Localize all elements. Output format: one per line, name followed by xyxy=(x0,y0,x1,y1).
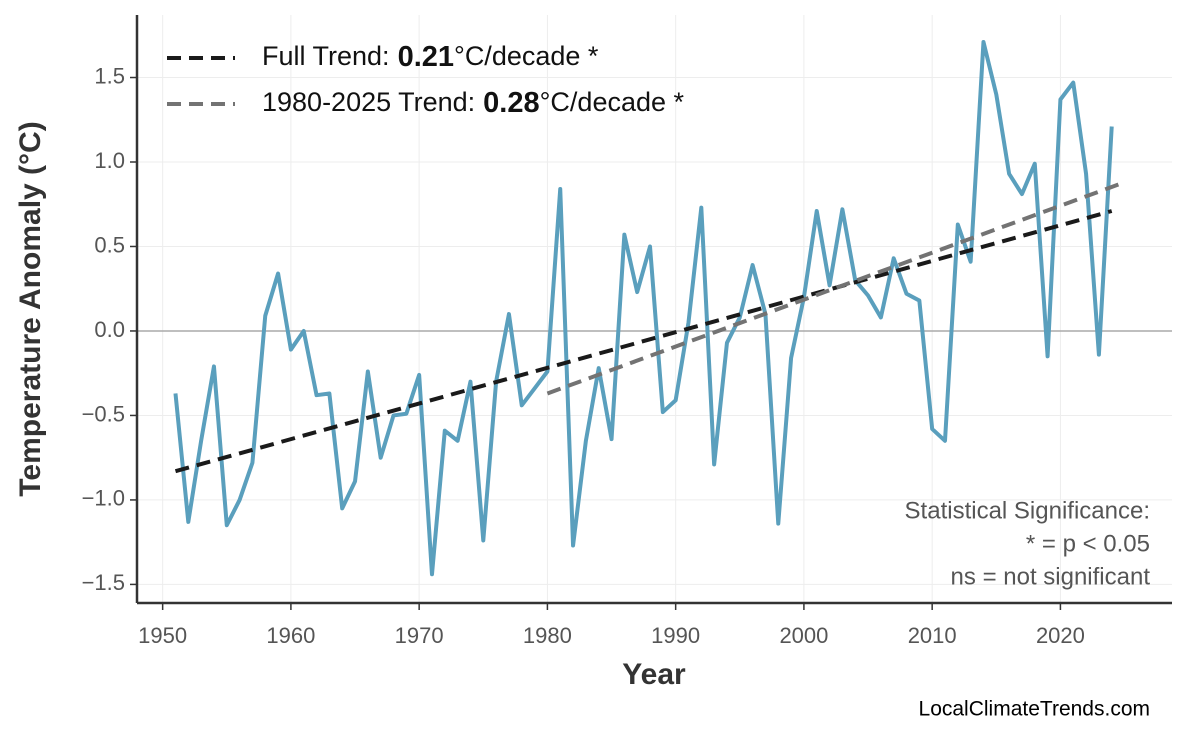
legend-entry: 1980-2025 Trend: 0.28°C/decade * xyxy=(262,87,685,119)
x-tick-label: 2010 xyxy=(908,623,957,648)
y-tick-label: −0.5 xyxy=(82,401,125,426)
legend-entry: Full Trend: 0.21°C/decade * xyxy=(262,41,599,73)
trend-line xyxy=(174,209,1113,474)
legend-unit: °C/decade * xyxy=(540,87,685,117)
data-line xyxy=(173,40,1114,577)
legend-slope: 0.21 xyxy=(398,41,454,73)
legend-label: Full Trend: xyxy=(262,41,390,71)
y-tick-label: −1.0 xyxy=(82,486,125,511)
annotation: Statistical Significance: xyxy=(905,497,1150,524)
y-axis-title: Temperature Anomaly (°C) xyxy=(14,121,47,496)
y-tick-label: 0.0 xyxy=(94,317,125,342)
y-tick-label: 1.5 xyxy=(94,63,125,88)
legend-unit: °C/decade * xyxy=(454,41,599,71)
watermark: LocalClimateTrends.com xyxy=(919,698,1150,721)
legend-slope: 0.28 xyxy=(483,87,539,119)
annotation: * = p < 0.05 xyxy=(1026,530,1150,557)
x-tick-label: 1960 xyxy=(266,623,315,648)
y-tick-label: −1.5 xyxy=(82,570,125,595)
y-tick-label: 1.0 xyxy=(94,148,125,173)
x-tick-label: 1950 xyxy=(138,623,187,648)
x-tick-label: 2000 xyxy=(779,623,828,648)
y-tick-label: 0.5 xyxy=(94,232,125,257)
legend-label: 1980-2025 Trend: xyxy=(262,87,475,117)
trend-line xyxy=(546,180,1126,396)
x-tick-label: 1970 xyxy=(395,623,444,648)
x-tick-label: 1990 xyxy=(651,623,700,648)
x-tick-label: 2020 xyxy=(1036,623,1085,648)
x-axis-title: Year xyxy=(622,658,686,691)
annotation: ns = not significant xyxy=(951,563,1151,590)
x-tick-label: 1980 xyxy=(523,623,572,648)
